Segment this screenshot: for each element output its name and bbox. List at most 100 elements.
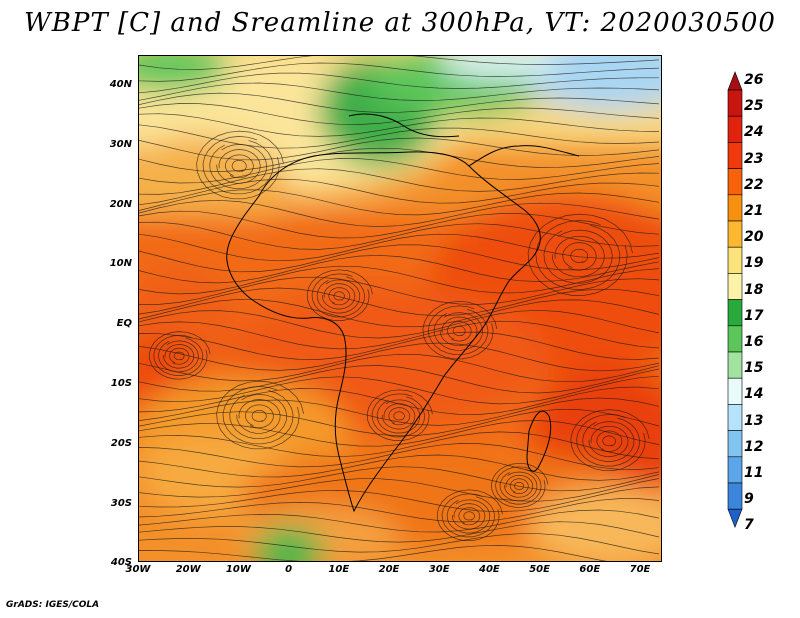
colorbar-top-arrow bbox=[727, 71, 743, 91]
streamline bbox=[576, 414, 641, 467]
streamline bbox=[436, 489, 503, 541]
colorbar-swatch bbox=[727, 299, 743, 327]
streamline bbox=[588, 425, 629, 457]
streamline bbox=[422, 300, 498, 360]
colorbar-level-label: 26 bbox=[744, 72, 764, 88]
lat-label: EQ bbox=[116, 318, 132, 330]
streamline bbox=[139, 320, 660, 350]
streamline bbox=[543, 229, 613, 284]
streamline bbox=[499, 471, 538, 502]
streamline bbox=[216, 149, 261, 184]
colorbar-level-label: 23 bbox=[744, 150, 764, 167]
streamline bbox=[139, 545, 607, 561]
colorbar-level-label: 25 bbox=[744, 98, 764, 115]
streamline bbox=[139, 62, 660, 82]
lon-label: 10W bbox=[225, 564, 251, 575]
streamline bbox=[139, 342, 660, 372]
streamline bbox=[229, 394, 288, 440]
mediterranean-coastline bbox=[348, 113, 460, 138]
colorbar-level-label: 17 bbox=[744, 307, 764, 324]
streamline bbox=[139, 199, 660, 227]
footer-credit: GrADS: IGES/COLA bbox=[6, 600, 100, 610]
streamline bbox=[139, 147, 660, 172]
lon-label: 40E bbox=[479, 564, 500, 575]
streamline bbox=[236, 399, 281, 434]
colorbar bbox=[727, 71, 743, 529]
colorbar-swatch bbox=[727, 142, 743, 169]
streamline bbox=[491, 462, 549, 508]
streamline bbox=[139, 254, 660, 284]
streamline bbox=[148, 331, 211, 380]
colorbar-swatch bbox=[727, 115, 743, 143]
streamline bbox=[139, 113, 660, 137]
streamline bbox=[139, 486, 660, 513]
streamline bbox=[463, 511, 475, 521]
colorbar-swatch bbox=[727, 430, 743, 458]
streamline bbox=[251, 409, 267, 422]
streamline bbox=[509, 478, 529, 494]
streamline bbox=[366, 389, 433, 441]
colorbar-level-label: 19 bbox=[744, 255, 764, 272]
colorbar-swatch bbox=[727, 168, 743, 196]
colorbar-level-label: 9 bbox=[744, 491, 754, 508]
streamline bbox=[245, 404, 274, 429]
streamline bbox=[451, 503, 486, 530]
streamline bbox=[514, 481, 525, 490]
streamline bbox=[139, 233, 660, 262]
colorbar-swatch bbox=[727, 89, 743, 117]
streamline bbox=[311, 273, 365, 318]
streamline bbox=[139, 375, 660, 405]
streamline bbox=[139, 168, 660, 195]
streamline bbox=[139, 82, 660, 101]
lat-label: 10S bbox=[110, 378, 132, 389]
streamline bbox=[222, 386, 294, 445]
lon-label: 30W bbox=[125, 564, 151, 575]
streamline bbox=[562, 242, 597, 271]
colorbar-level-label: 14 bbox=[744, 386, 764, 403]
lon-label: 20E bbox=[378, 564, 400, 575]
colorbar-swatch bbox=[727, 325, 743, 353]
streamline bbox=[439, 316, 478, 347]
lat-label: 20S bbox=[110, 437, 132, 449]
streamline bbox=[139, 92, 660, 113]
streamline bbox=[139, 265, 660, 295]
streamline bbox=[139, 244, 660, 273]
streamline bbox=[139, 103, 660, 125]
streamline bbox=[570, 248, 589, 264]
colorbar-level-label: 13 bbox=[744, 412, 764, 429]
streamline bbox=[169, 347, 190, 365]
streamline bbox=[139, 331, 660, 360]
map-title: WBPT [C] and Sreamline at 300hPa, VT: 20… bbox=[24, 8, 776, 38]
middle-east-coastline bbox=[468, 145, 580, 167]
colorbar-level-label: 18 bbox=[744, 281, 764, 298]
streamline bbox=[139, 420, 660, 447]
colorbar-swatch bbox=[727, 220, 743, 248]
colorbar-level-label: 21 bbox=[744, 203, 764, 219]
streamline bbox=[139, 466, 660, 492]
streamline bbox=[596, 430, 623, 452]
streamline bbox=[139, 386, 660, 415]
lon-label: 0 bbox=[285, 564, 293, 575]
streamline bbox=[139, 509, 660, 533]
streamline bbox=[139, 353, 660, 383]
streamline bbox=[231, 159, 247, 172]
streamline bbox=[139, 210, 660, 239]
streamline bbox=[551, 235, 605, 278]
streamline bbox=[139, 498, 660, 523]
streamline bbox=[381, 403, 416, 430]
colorbar-level-label: 12 bbox=[744, 438, 764, 455]
lon-label: 10E bbox=[328, 564, 350, 575]
streamline bbox=[504, 474, 534, 498]
streamline bbox=[139, 178, 660, 206]
streamline bbox=[139, 397, 660, 426]
streamlines bbox=[139, 56, 660, 561]
streamline bbox=[433, 312, 483, 351]
lat-label: 40S bbox=[110, 557, 132, 569]
streamline bbox=[139, 56, 660, 70]
streamline bbox=[139, 309, 660, 339]
colorbar-level-label: 16 bbox=[744, 334, 764, 350]
streamline bbox=[216, 380, 304, 450]
streamline bbox=[173, 351, 185, 361]
weather-map bbox=[138, 55, 662, 562]
streamline bbox=[139, 137, 660, 161]
